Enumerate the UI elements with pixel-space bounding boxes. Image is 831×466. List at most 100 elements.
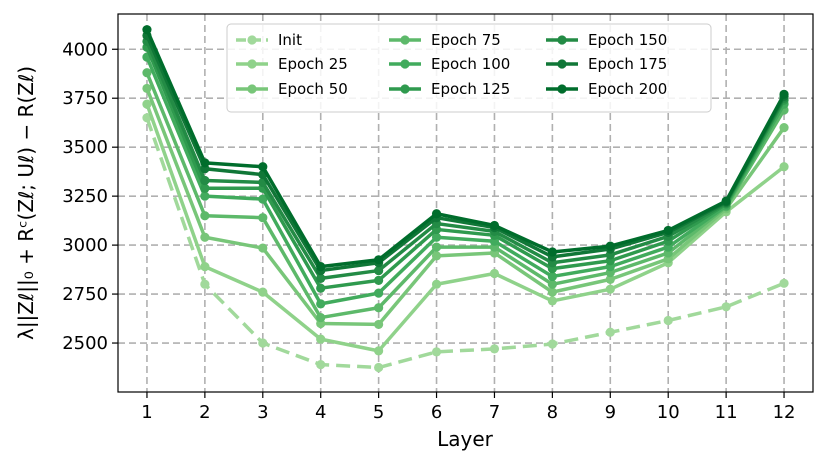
series-group (142, 25, 789, 373)
data-point (547, 247, 557, 257)
data-point (142, 25, 152, 35)
legend-marker (557, 59, 567, 69)
data-point (258, 213, 268, 223)
data-point (779, 162, 789, 172)
data-point (258, 243, 268, 253)
legend-label: Epoch 200 (588, 80, 667, 98)
data-point (142, 68, 152, 78)
data-point (316, 262, 326, 272)
data-point (200, 211, 210, 221)
legend-item: Epoch 75 (389, 31, 501, 49)
plot-frame (117, 13, 814, 393)
y-tick-label: 3500 (62, 137, 108, 158)
data-point (779, 89, 789, 99)
x-tick-label: 7 (489, 402, 500, 423)
x-tick-label: 8 (547, 402, 558, 423)
series-epoch-100 (142, 52, 789, 309)
data-point (142, 83, 152, 94)
data-point (200, 175, 210, 186)
legend-item: Init (236, 31, 302, 49)
data-point (547, 271, 557, 282)
series-line (145, 87, 786, 327)
data-point (489, 268, 500, 279)
data-point (200, 183, 210, 193)
data-point (779, 278, 789, 288)
legend-label: Epoch 100 (431, 55, 510, 73)
x-tick-label: 5 (373, 402, 384, 423)
data-point (374, 346, 384, 356)
series-line (145, 56, 786, 306)
data-point (547, 287, 557, 297)
series-line (145, 117, 785, 370)
x-tick-label: 9 (605, 402, 616, 423)
legend-marker (557, 84, 567, 94)
legend-marker (247, 84, 257, 94)
y-tick-label: 2500 (62, 333, 108, 354)
legend-marker (557, 35, 567, 45)
data-point (779, 122, 789, 133)
legend-marker (400, 35, 410, 45)
data-point (605, 327, 615, 337)
data-point (431, 279, 442, 289)
data-point (721, 196, 731, 206)
data-point (374, 288, 384, 298)
data-point (431, 242, 442, 252)
legend-label: Epoch 125 (431, 80, 510, 98)
x-tick-label: 3 (257, 402, 268, 423)
legend: Init Epoch 25 Epoch 50 Epoch 75 Epoch 100 Epo… (226, 23, 712, 113)
data-point (316, 283, 326, 293)
data-point (200, 279, 210, 289)
x-tick-label: 10 (657, 402, 680, 423)
legend-box (226, 23, 712, 113)
legend-item: Epoch 175 (546, 55, 667, 73)
data-point (431, 209, 442, 219)
data-point (489, 344, 500, 354)
y-tick-label: 2750 (62, 284, 108, 305)
data-point (316, 312, 326, 323)
series-epoch-75 (142, 68, 789, 323)
data-point (200, 262, 210, 272)
data-point (605, 274, 615, 284)
legend-label: Epoch 25 (278, 55, 348, 73)
series-line (145, 46, 786, 290)
series-init (142, 113, 789, 373)
legend-item: Epoch 125 (389, 80, 510, 98)
data-point (663, 225, 673, 236)
data-point (316, 299, 326, 309)
legend-marker (400, 84, 410, 94)
data-point (547, 279, 557, 289)
series-line (145, 28, 786, 269)
x-tick-label: 4 (315, 402, 326, 423)
legend-marker (247, 35, 257, 45)
data-point (200, 158, 210, 168)
y-ticks: 2500 2750 3000 3250 3500 3750 4000 (62, 39, 118, 354)
data-point (547, 339, 557, 349)
legend-item: Epoch 50 (236, 80, 348, 98)
series-epoch-200 (142, 25, 789, 272)
legend-item: Epoch 100 (389, 55, 510, 73)
data-point (316, 273, 326, 284)
legend-item: Epoch 150 (546, 31, 667, 49)
x-tick-label: 6 (431, 402, 442, 423)
data-point (489, 220, 500, 231)
y-tick-label: 3250 (62, 186, 108, 207)
x-tick-label: 12 (773, 402, 796, 423)
data-point (663, 315, 673, 326)
x-axis-label: Layer (437, 427, 494, 451)
data-point (258, 162, 268, 172)
data-point (431, 232, 442, 242)
legend-marker (247, 59, 257, 69)
x-tick-label: 11 (715, 402, 738, 423)
legend-label: Epoch 75 (431, 31, 501, 49)
data-point (547, 296, 557, 306)
data-point (605, 284, 615, 294)
data-point (316, 334, 326, 344)
data-point (374, 265, 384, 276)
data-point (605, 241, 615, 251)
data-point (258, 287, 268, 297)
data-point (374, 362, 384, 373)
legend-label: Epoch 175 (588, 55, 667, 73)
data-point (258, 338, 268, 348)
legend-marker (400, 59, 410, 69)
